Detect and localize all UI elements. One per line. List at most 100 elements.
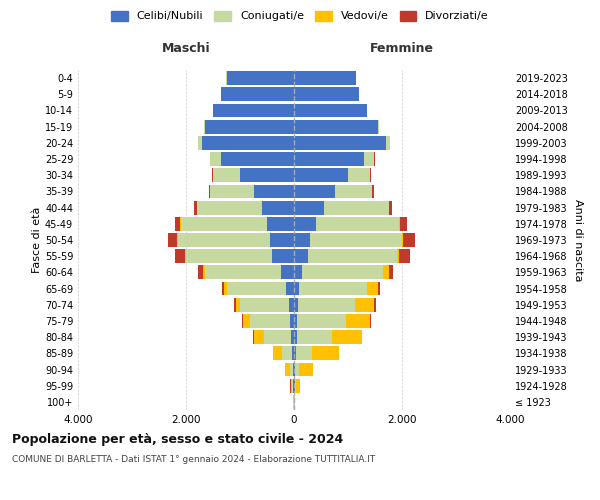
Bar bbox=[294, 152, 364, 166]
Bar bbox=[295, 362, 299, 376]
Bar bbox=[294, 71, 356, 85]
Bar bbox=[181, 217, 267, 230]
Y-axis label: Anni di nascita: Anni di nascita bbox=[573, 198, 583, 281]
Bar bbox=[294, 233, 310, 247]
Bar bbox=[402, 233, 403, 247]
Bar bbox=[250, 314, 290, 328]
Bar bbox=[289, 298, 294, 312]
Bar bbox=[205, 266, 281, 280]
Text: COMUNE DI BARLETTA - Dati ISTAT 1° gennaio 2024 - Elaborazione TUTTITALIA.IT: COMUNE DI BARLETTA - Dati ISTAT 1° genna… bbox=[12, 455, 375, 464]
Bar bbox=[397, 250, 399, 263]
Bar bbox=[185, 250, 186, 263]
Bar bbox=[294, 120, 378, 134]
Bar bbox=[294, 200, 324, 214]
Bar bbox=[294, 88, 359, 101]
Bar bbox=[240, 298, 289, 312]
Bar bbox=[270, 233, 294, 247]
Text: Maschi: Maschi bbox=[161, 42, 211, 55]
Bar bbox=[370, 168, 371, 182]
Bar bbox=[298, 298, 355, 312]
Bar bbox=[348, 168, 370, 182]
Bar bbox=[332, 330, 361, 344]
Bar bbox=[281, 266, 294, 280]
Bar bbox=[209, 184, 210, 198]
Bar bbox=[374, 298, 376, 312]
Bar bbox=[221, 88, 294, 101]
Bar bbox=[290, 314, 294, 328]
Bar bbox=[272, 250, 294, 263]
Bar bbox=[204, 120, 205, 134]
Bar bbox=[310, 233, 402, 247]
Bar bbox=[168, 233, 178, 247]
Bar bbox=[296, 330, 332, 344]
Bar bbox=[373, 184, 374, 198]
Bar bbox=[240, 168, 294, 182]
Bar bbox=[194, 200, 197, 214]
Bar bbox=[294, 266, 302, 280]
Bar bbox=[242, 314, 250, 328]
Bar bbox=[302, 266, 383, 280]
Bar bbox=[211, 184, 254, 198]
Bar bbox=[308, 250, 397, 263]
Bar bbox=[262, 200, 294, 214]
Bar bbox=[175, 217, 181, 230]
Bar bbox=[316, 217, 400, 230]
Bar bbox=[221, 282, 224, 296]
Bar bbox=[364, 152, 374, 166]
Bar bbox=[294, 217, 316, 230]
Bar bbox=[202, 136, 294, 149]
Bar bbox=[292, 330, 294, 344]
Bar bbox=[296, 379, 300, 392]
Bar bbox=[367, 282, 378, 296]
Bar bbox=[378, 282, 380, 296]
Bar bbox=[294, 136, 386, 149]
Bar bbox=[294, 314, 297, 328]
Bar bbox=[292, 346, 294, 360]
Bar bbox=[335, 184, 372, 198]
Bar bbox=[236, 298, 240, 312]
Bar bbox=[210, 152, 221, 166]
Bar bbox=[203, 266, 205, 280]
Bar bbox=[389, 266, 393, 280]
Bar bbox=[324, 200, 389, 214]
Bar bbox=[221, 152, 294, 166]
Bar bbox=[267, 217, 294, 230]
Bar bbox=[290, 362, 293, 376]
Bar bbox=[378, 120, 379, 134]
Bar bbox=[227, 282, 286, 296]
Bar bbox=[291, 379, 292, 392]
Bar bbox=[295, 379, 296, 392]
Bar bbox=[286, 362, 290, 376]
Bar bbox=[198, 136, 202, 149]
Bar bbox=[197, 200, 262, 214]
Bar bbox=[265, 330, 292, 344]
Bar bbox=[286, 282, 294, 296]
Bar bbox=[213, 104, 294, 118]
Bar bbox=[294, 104, 367, 118]
Bar bbox=[224, 282, 227, 296]
Bar bbox=[346, 314, 370, 328]
Bar bbox=[297, 314, 346, 328]
Bar bbox=[296, 346, 312, 360]
Bar bbox=[294, 184, 335, 198]
Bar bbox=[299, 362, 313, 376]
Bar bbox=[294, 298, 298, 312]
Bar bbox=[254, 330, 265, 344]
Bar bbox=[205, 120, 294, 134]
Bar bbox=[294, 282, 299, 296]
Bar bbox=[383, 266, 389, 280]
Bar bbox=[227, 71, 294, 85]
Bar bbox=[403, 233, 415, 247]
Text: Popolazione per età, sesso e stato civile - 2024: Popolazione per età, sesso e stato civil… bbox=[12, 432, 343, 446]
Bar bbox=[294, 362, 295, 376]
Bar bbox=[199, 266, 203, 280]
Bar bbox=[293, 362, 294, 376]
Bar bbox=[294, 168, 348, 182]
Bar bbox=[299, 282, 367, 296]
Bar bbox=[213, 168, 240, 182]
Bar bbox=[400, 217, 407, 230]
Bar bbox=[361, 330, 362, 344]
Bar bbox=[294, 346, 296, 360]
Legend: Celibi/Nubili, Coniugati/e, Vedovi/e, Divorziati/e: Celibi/Nubili, Coniugati/e, Vedovi/e, Di… bbox=[111, 10, 489, 22]
Bar bbox=[274, 346, 281, 360]
